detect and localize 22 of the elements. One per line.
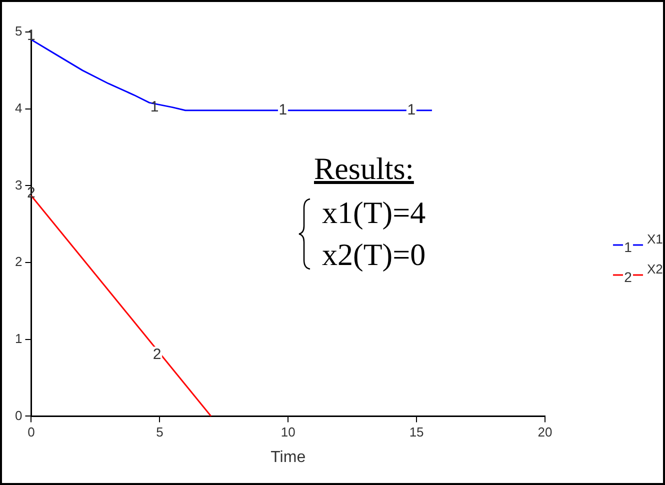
- annotation: 2: [152, 346, 162, 363]
- legend-label: X1: [647, 232, 663, 247]
- y-tick-label: 1: [14, 330, 22, 346]
- x-axis-title: Time: [270, 448, 306, 466]
- annotation: 1: [407, 102, 416, 119]
- y-tick-label: 0: [14, 408, 22, 423]
- annotation: x1(T)=4: [322, 194, 426, 232]
- y-tick-label: 5: [14, 24, 22, 39]
- x-tick-label: 0: [28, 424, 35, 440]
- annotation: x2(T)=0: [322, 236, 426, 274]
- annotation: Results:: [314, 150, 415, 188]
- text: 2: [624, 268, 632, 285]
- x-tick-label: 10: [280, 424, 296, 440]
- y-tick-label: 4: [14, 100, 22, 116]
- x-tick-label: 5: [156, 424, 164, 440]
- text: 1: [624, 238, 632, 255]
- annotation: 1: [278, 102, 288, 119]
- x-tick-label: 15: [409, 424, 424, 440]
- y-tick-label: 2: [14, 254, 22, 270]
- legend-label: X2: [647, 262, 663, 277]
- x-tick-label: 20: [538, 424, 552, 440]
- y-tick-label: 3: [14, 177, 22, 192]
